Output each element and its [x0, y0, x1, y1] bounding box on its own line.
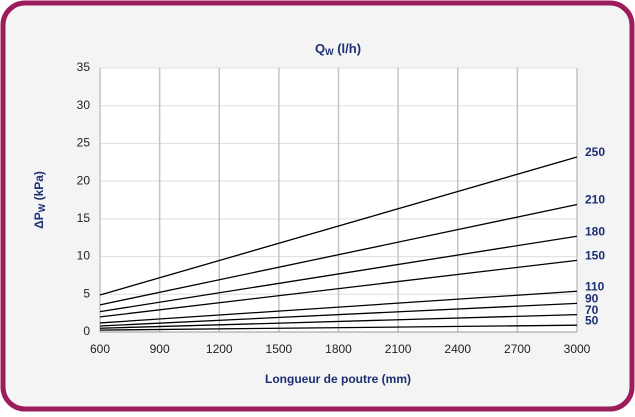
- x-tick-label: 600: [90, 342, 110, 356]
- series-line: [99, 235, 578, 313]
- series-label: 110: [585, 279, 605, 293]
- series-line: [99, 203, 578, 306]
- x-tick-label: 1800: [325, 342, 352, 356]
- series-line: [99, 156, 578, 296]
- x-tick-label: 3000: [564, 342, 591, 356]
- x-tick-label: 1500: [266, 342, 293, 356]
- series-label: 50: [585, 313, 599, 327]
- title-part: Q: [315, 41, 325, 56]
- y-tick-label: 5: [83, 286, 90, 300]
- y-tick-label: 15: [77, 211, 91, 225]
- y-tick-label: 25: [77, 136, 91, 150]
- x-tick-label: 2100: [385, 342, 412, 356]
- series-label: 150: [585, 249, 605, 263]
- series-label: 70: [585, 303, 599, 317]
- chart-title: QW (l/h): [315, 41, 361, 57]
- y-tick-label: 20: [77, 173, 91, 187]
- title-sub: W: [325, 47, 334, 57]
- y-tick-label: 35: [77, 60, 91, 74]
- x-tick-label: 900: [150, 342, 170, 356]
- series-line: [99, 290, 578, 324]
- x-axis-label: Longueur de poutre (mm): [265, 372, 411, 386]
- series-label: 250: [585, 145, 605, 159]
- ylabel-part: ΔP: [32, 212, 46, 229]
- x-tick-label: 2700: [504, 342, 531, 356]
- series-label: 210: [585, 193, 605, 207]
- series-line: [99, 314, 578, 329]
- series-line: [99, 324, 578, 331]
- y-tick-label: 0: [83, 324, 90, 338]
- series-line: [99, 259, 578, 318]
- series-label: 180: [585, 224, 605, 238]
- ylabel-part: (kPa): [32, 171, 46, 204]
- title-part: (l/h): [334, 41, 361, 56]
- x-tick-label: 1200: [206, 342, 233, 356]
- y-axis-label: ΔPW (kPa): [32, 171, 47, 229]
- x-tick-label: 2400: [444, 342, 471, 356]
- y-tick-label: 30: [77, 98, 91, 112]
- series-label: 90: [585, 292, 599, 306]
- ylabel-sub: W: [37, 203, 47, 212]
- y-tick-label: 10: [77, 249, 91, 263]
- series-line: [99, 302, 578, 327]
